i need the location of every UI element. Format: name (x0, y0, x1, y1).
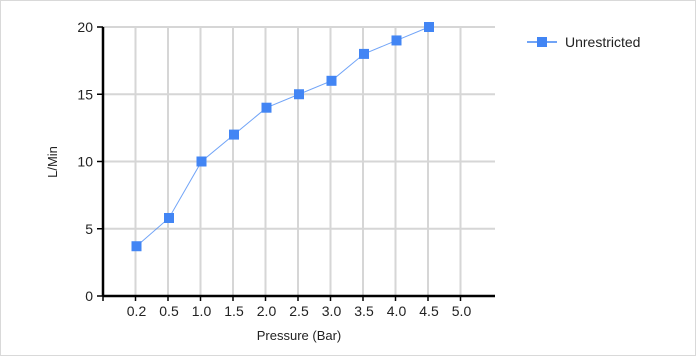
x-tick-label: 0.2 (127, 303, 147, 319)
x-axis-label: Pressure (Bar) (257, 328, 342, 343)
y-tick-label: 15 (77, 86, 93, 102)
x-tick-label: 2.0 (257, 303, 277, 319)
legend-item[interactable]: Unrestricted (527, 34, 640, 50)
axes (97, 26, 495, 301)
y-tick-label: 20 (77, 19, 93, 35)
data-series (131, 22, 434, 252)
x-tick-label: 4.0 (387, 303, 407, 319)
data-point-marker[interactable] (326, 75, 337, 86)
y-tick-label: 10 (77, 154, 93, 170)
x-tick-label: 1.5 (224, 303, 244, 319)
legend-label: Unrestricted (565, 34, 640, 50)
data-point-marker[interactable] (229, 129, 239, 140)
data-point-marker[interactable] (196, 156, 207, 167)
data-point-marker[interactable] (164, 212, 174, 223)
x-tick-label: 4.5 (419, 303, 439, 319)
y-tick-label: 5 (85, 221, 93, 237)
x-tick-label: 0.5 (159, 303, 179, 319)
y-axis-label: L/Min (45, 146, 60, 178)
data-point-marker[interactable] (261, 102, 272, 113)
x-tick-label: 2.5 (289, 303, 309, 319)
data-point-marker[interactable] (391, 35, 402, 46)
x-tick-label: 3.0 (322, 303, 342, 319)
y-tick-label: 0 (85, 288, 93, 304)
data-point-marker[interactable] (359, 48, 369, 59)
data-point-marker[interactable] (131, 241, 142, 252)
x-tick-label: 1.0 (192, 303, 212, 319)
tick-labels: 0 5 10 15 20 0.2 0.5 1.0 1.5 2.0 2.5 3.0 3.5 4.0 4.5 5.… (77, 19, 471, 319)
legend-marker-icon (537, 37, 547, 47)
series-line (136, 26, 430, 247)
x-tick-label: 3.5 (354, 303, 374, 319)
data-point-marker[interactable] (424, 22, 434, 32)
legend[interactable]: Unrestricted (527, 34, 640, 50)
x-tick-label: 5.0 (452, 303, 472, 319)
grid-lines (103, 26, 495, 296)
data-point-marker[interactable] (294, 89, 304, 100)
